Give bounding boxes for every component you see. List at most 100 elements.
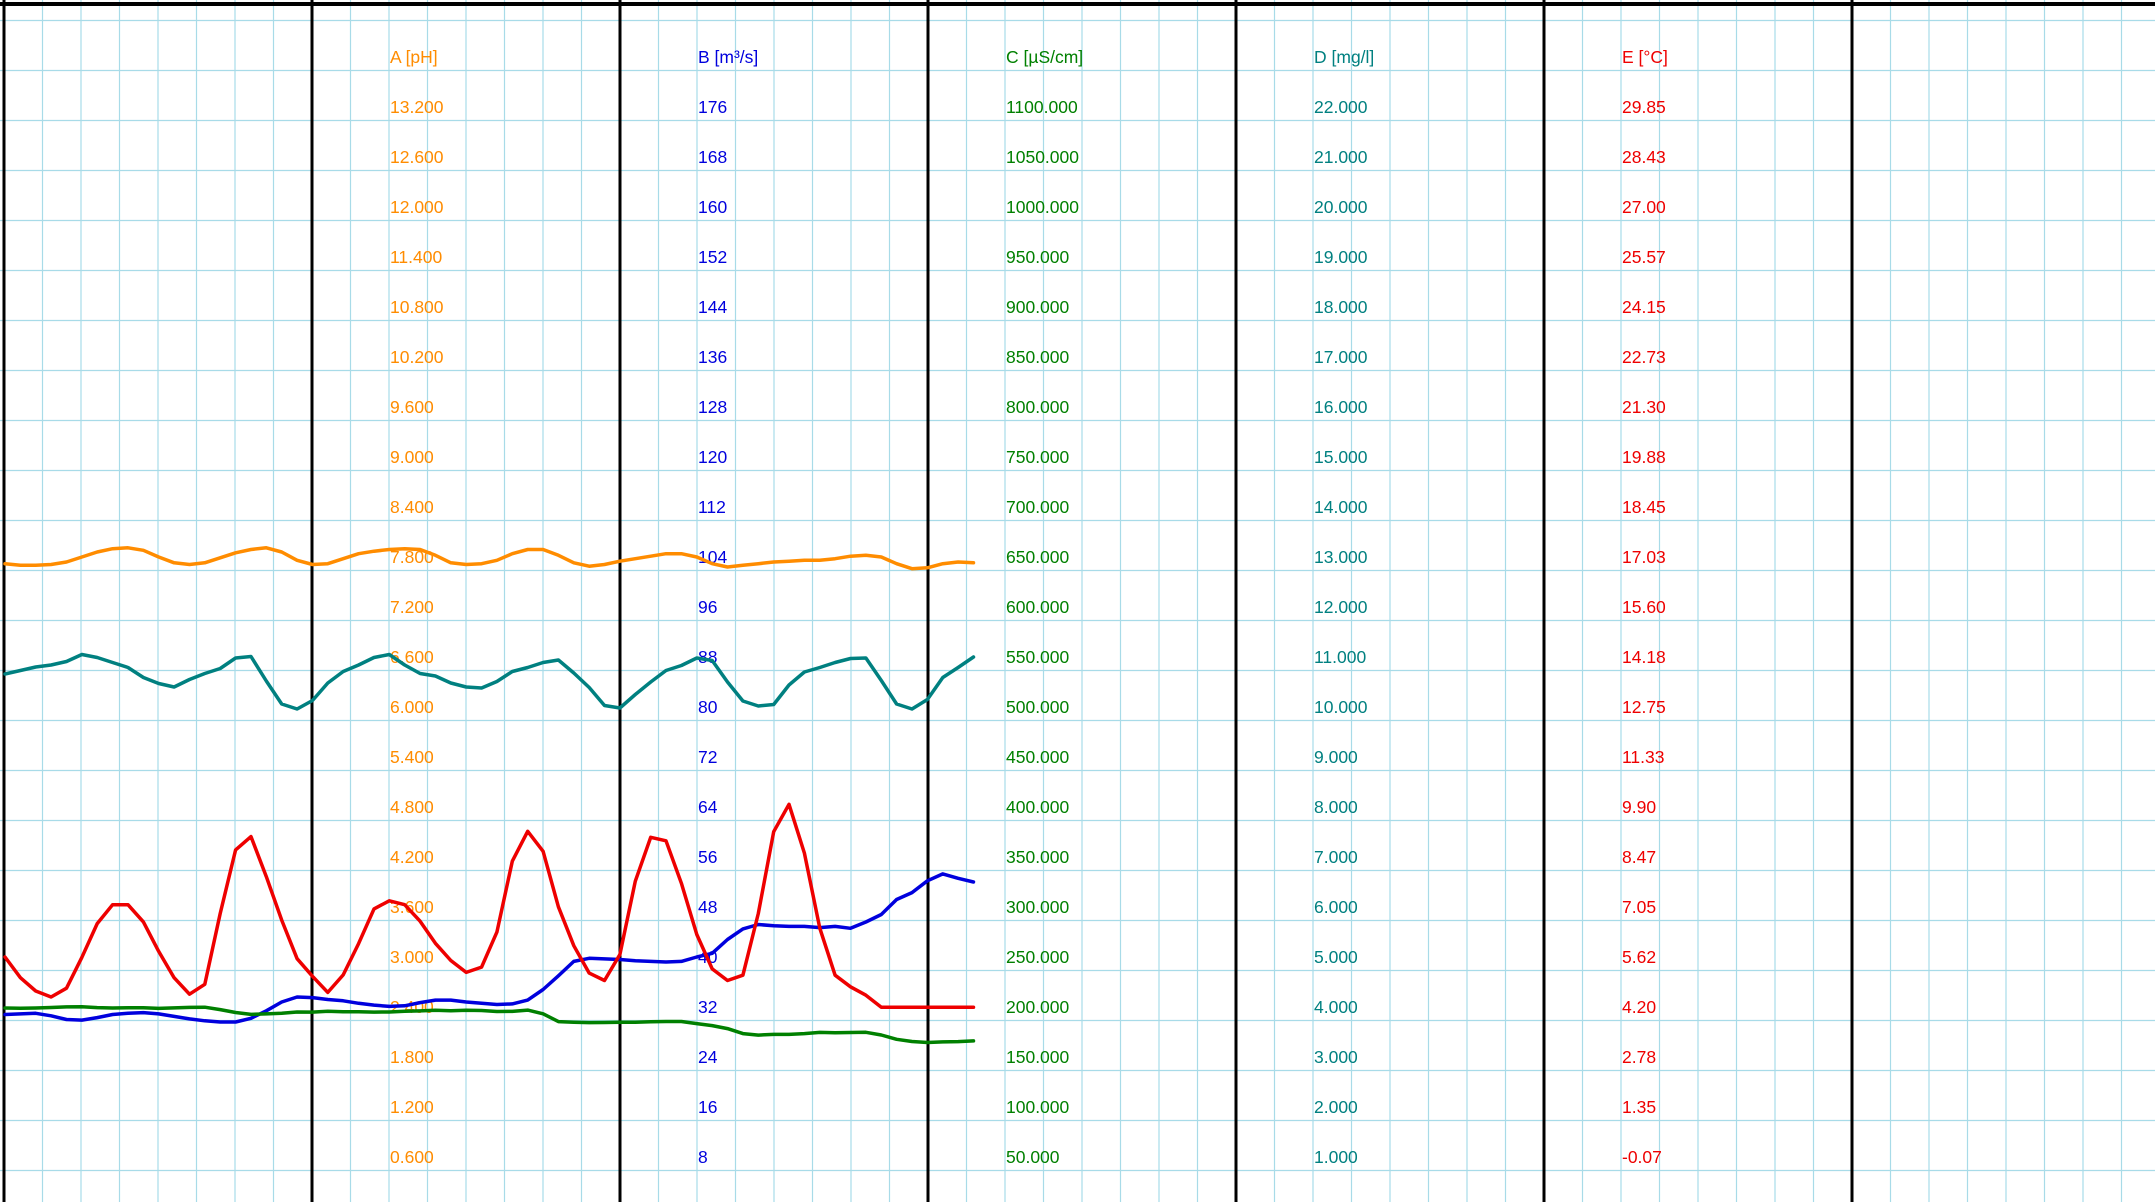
axis-tick-label: 8.47 (1622, 847, 1656, 867)
axis-tick-label: 600.000 (1006, 597, 1070, 617)
axis-tick-label: 10.000 (1314, 697, 1368, 717)
axis-tick-label: 21.30 (1622, 397, 1666, 417)
axis-tick-label: 150.000 (1006, 1047, 1070, 1067)
axis-tick-label: 22.000 (1314, 97, 1368, 117)
axis-tick-label: 2.78 (1622, 1047, 1656, 1067)
axis-tick-label: 12.000 (1314, 597, 1368, 617)
axis-tick-label: 4.000 (1314, 997, 1358, 1017)
axis-tick-label: 1000.000 (1006, 197, 1079, 217)
axis-tick-label: 9.000 (390, 447, 434, 467)
axis-tick-labels: 13.200 12.600 12.000 11.400 10.800 10.200 9.60… (390, 97, 1666, 1167)
axis-tick-label: 28.43 (1622, 147, 1666, 167)
axis-tick-label: 100.000 (1006, 1097, 1070, 1117)
axis-tick-label: 8 (698, 1147, 708, 1167)
axis-tick-label: 144 (698, 297, 727, 317)
axis-tick-label: 950.000 (1006, 247, 1070, 267)
axis-tick-label: 300.000 (1006, 897, 1070, 917)
axis-title: E [°C] (1622, 47, 1668, 67)
series-line (3, 802, 976, 1009)
axis-tick-label: 12.000 (390, 197, 444, 217)
axis-tick-label: 700.000 (1006, 497, 1070, 517)
axis-tick-label: 9.90 (1622, 797, 1656, 817)
axis-tick-label: 8.400 (390, 497, 434, 517)
axis-tick-label: 18.000 (1314, 297, 1368, 317)
axis-tick-label: 18.45 (1622, 497, 1666, 517)
axis-tick-label: 800.000 (1006, 397, 1070, 417)
axis-tick-label: 11.000 (1314, 647, 1366, 667)
axis-tick-label: 16 (698, 1097, 717, 1117)
axis-tick-label: 21.000 (1314, 147, 1368, 167)
axis-tick-label: 136 (698, 347, 727, 367)
axis-tick-label: 900.000 (1006, 297, 1070, 317)
axis-tick-label: 4.800 (390, 797, 434, 817)
series-line (3, 1005, 976, 1045)
axis-tick-label: 6.000 (1314, 897, 1358, 917)
axis-title: C [µS/cm] (1006, 47, 1083, 67)
axis-tick-label: 19.88 (1622, 447, 1666, 467)
axis-tick-label: 3.000 (1314, 1047, 1358, 1067)
axis-tick-label: 500.000 (1006, 697, 1070, 717)
axis-tick-label: 550.000 (1006, 647, 1070, 667)
axis-tick-label: 0.600 (390, 1147, 434, 1167)
axis-tick-label: 200.000 (1006, 997, 1070, 1017)
series-line (3, 872, 976, 1024)
axis-tick-label: 1.000 (1314, 1147, 1358, 1167)
axis-tick-label: 5.62 (1622, 947, 1656, 967)
axis-tick-label: 120 (698, 447, 727, 467)
axis-tick-label: 72 (698, 747, 717, 767)
axis-tick-label: 7.200 (390, 597, 434, 617)
axis-tick-label: 168 (698, 147, 727, 167)
axis-tick-label: 8.000 (1314, 797, 1358, 817)
axis-tick-label: 112 (698, 497, 726, 517)
axis-tick-label: 64 (698, 797, 718, 817)
axis-tick-label: 160 (698, 197, 727, 217)
axis-tick-label: 13.200 (390, 97, 444, 117)
axis-tick-label: 17.03 (1622, 547, 1666, 567)
axis-tick-label: 15.000 (1314, 447, 1368, 467)
axis-tick-label: 7.05 (1622, 897, 1656, 917)
axis-tick-label: 14.000 (1314, 497, 1368, 517)
axis-tick-label: 13.000 (1314, 547, 1368, 567)
axis-tick-label: 25.57 (1622, 247, 1666, 267)
axis-tick-label: 32 (698, 997, 717, 1017)
axis-tick-label: 128 (698, 397, 727, 417)
axis-tick-label: 17.000 (1314, 347, 1368, 367)
series-line (3, 652, 976, 711)
axis-tick-label: 96 (698, 597, 717, 617)
axis-tick-label: 14.18 (1622, 647, 1666, 667)
axis-tick-label: 56 (698, 847, 717, 867)
axis-tick-label: 2.000 (1314, 1097, 1358, 1117)
axis-tick-label: 1.200 (390, 1097, 434, 1117)
axis-tick-label: 9.000 (1314, 747, 1358, 767)
axis-tick-label: 7.000 (1314, 847, 1358, 867)
axis-tick-label: 80 (698, 697, 718, 717)
axis-tick-label: 4.200 (390, 847, 434, 867)
axis-tick-label: 48 (698, 897, 717, 917)
axis-tick-label: 9.600 (390, 397, 434, 417)
axis-tick-label: 5.000 (1314, 947, 1358, 967)
axis-tick-label: 50.000 (1006, 1147, 1060, 1167)
axis-tick-label: 750.000 (1006, 447, 1070, 467)
axis-tick-label: 6.600 (390, 647, 434, 667)
axis-tick-label: 176 (698, 97, 727, 117)
axis-tick-label: 29.85 (1622, 97, 1666, 117)
series-lines (3, 546, 976, 1045)
axis-tick-label: 1.35 (1622, 1097, 1656, 1117)
axis-tick-label: 6.000 (390, 697, 434, 717)
axis-tick-label: 850.000 (1006, 347, 1070, 367)
axis-titles: A [pH] B [m³/s] C [µS/cm] D [mg/l] E [°C] (390, 47, 1668, 67)
axis-tick-label: 16.000 (1314, 397, 1368, 417)
axis-title: D [mg/l] (1314, 47, 1374, 67)
series-line (3, 546, 976, 571)
axis-tick-label: 27.00 (1622, 197, 1666, 217)
axis-tick-label: 5.400 (390, 747, 434, 767)
axis-tick-label: 1.800 (390, 1047, 434, 1067)
axis-tick-label: 11.400 (390, 247, 442, 267)
axis-tick-label: 1100.000 (1006, 97, 1078, 117)
axis-tick-label: 400.000 (1006, 797, 1070, 817)
axis-tick-label: 450.000 (1006, 747, 1070, 767)
axis-tick-label: 24.15 (1622, 297, 1666, 317)
